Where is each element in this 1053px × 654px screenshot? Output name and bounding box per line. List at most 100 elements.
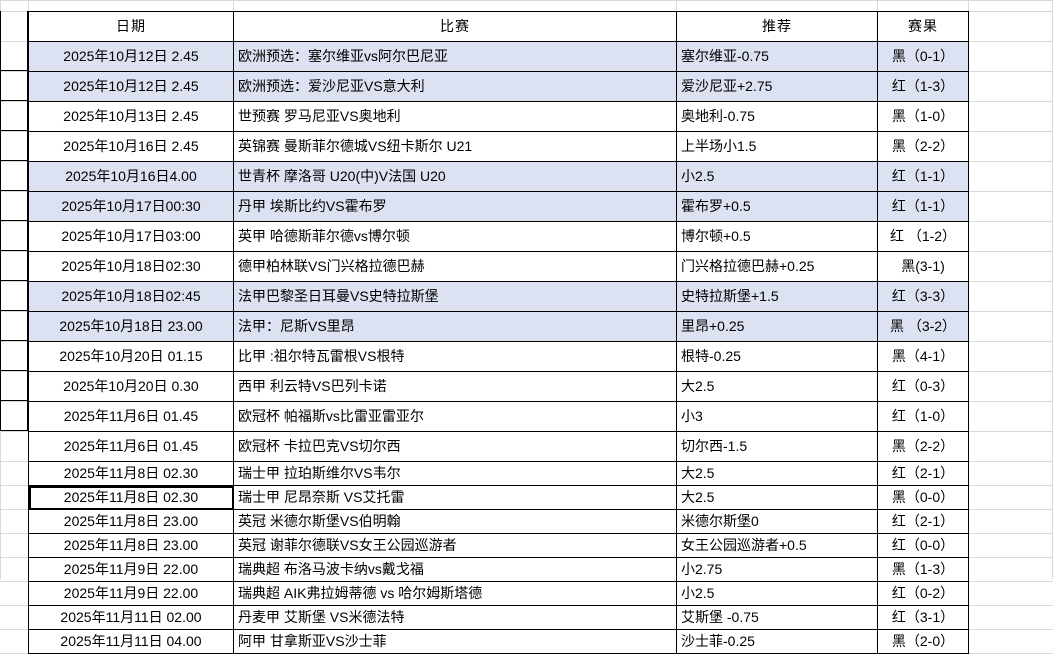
table-row[interactable]: 2025年10月20日 0.30 西甲 利云特VS巴列卡诺 大2.5 红（0-3） — [28, 371, 969, 402]
column-header-result[interactable]: 赛果 — [877, 11, 969, 42]
cell-match[interactable]: 阿甲 甘拿斯亚VS沙士菲 — [233, 629, 677, 654]
table-row[interactable]: 2025年11月9日 22.00 瑞典超 AIK弗拉姆蒂德 vs 哈尔姆斯塔德 小2… — [28, 581, 969, 606]
table-row[interactable]: 2025年10月17日03:00 英甲 哈德斯菲尔德vs博尔顿 博尔顿+0.5 红 （… — [28, 221, 969, 252]
gutter-cell[interactable] — [0, 371, 28, 401]
cell-match[interactable]: 丹麦甲 艾斯堡 VS米德法特 — [233, 605, 677, 630]
gutter-cell[interactable] — [0, 341, 28, 371]
cell-tip[interactable]: 艾斯堡 -0.75 — [676, 605, 878, 630]
table-row[interactable]: 2025年11月11日 04.00 阿甲 甘拿斯亚VS沙士菲 沙士菲-0.25 黑（2… — [28, 629, 969, 654]
cell-tip[interactable]: 小2.5 — [676, 581, 878, 606]
cell-result[interactable]: 黑（2-2） — [877, 431, 969, 462]
cell-tip[interactable]: 大2.5 — [676, 461, 878, 486]
cell-date[interactable]: 2025年10月20日 01.15 — [28, 341, 234, 372]
cell-date[interactable]: 2025年11月9日 22.00 — [28, 581, 234, 606]
cell-tip[interactable]: 沙士菲-0.25 — [676, 629, 878, 654]
table-row[interactable]: 2025年10月16日 2.45 英锦赛 曼斯菲尔德城VS纽卡斯尔 U21 上半场小… — [28, 131, 969, 162]
cell-result[interactable]: 红（1-3） — [877, 71, 969, 102]
table-row[interactable]: 2025年11月8日 23.00 英冠 谢菲尔德联VS女王公园巡游者 女王公园巡游… — [28, 533, 969, 558]
cell-match[interactable]: 瑞典超 AIK弗拉姆蒂德 vs 哈尔姆斯塔德 — [233, 581, 677, 606]
table-row[interactable]: 2025年10月18日02:45 法甲巴黎圣日耳曼VS史特拉斯堡 史特拉斯堡+1.5… — [28, 281, 969, 312]
cell-date[interactable]: 2025年11月6日 01.45 — [28, 431, 234, 462]
table-row[interactable]: 2025年10月18日02:30 德甲柏林联VS门兴格拉德巴赫 门兴格拉德巴赫+0.… — [28, 251, 969, 282]
cell-tip[interactable]: 女王公园巡游者+0.5 — [676, 533, 878, 558]
cell-match[interactable]: 英甲 哈德斯菲尔德vs博尔顿 — [233, 221, 677, 252]
cell-tip[interactable]: 大2.5 — [676, 371, 878, 402]
column-header-date[interactable]: 日期 — [28, 11, 234, 42]
cell-date[interactable]: 2025年11月8日 02.30 — [28, 461, 234, 486]
gutter-cell[interactable] — [0, 101, 28, 131]
table-row[interactable]: 2025年11月6日 01.45 欧冠杯 帕福斯vs比雷亚雷亚尔 小3 红（1-0） — [28, 401, 969, 432]
cell-result[interactable]: 红（0-3） — [877, 371, 969, 402]
gutter-cell[interactable] — [0, 191, 28, 221]
cell-tip[interactable]: 切尔西-1.5 — [676, 431, 878, 462]
cell-date[interactable]: 2025年11月9日 22.00 — [28, 557, 234, 582]
cell-match[interactable]: 比甲 :祖尔特瓦雷根VS根特 — [233, 341, 677, 372]
cell-date[interactable]: 2025年10月17日03:00 — [28, 221, 234, 252]
cell-match[interactable]: 瑞典超 布洛马波卡纳vs戴戈福 — [233, 557, 677, 582]
cell-date[interactable]: 2025年10月12日 2.45 — [28, 71, 234, 102]
cell-tip[interactable]: 上半场小1.5 — [676, 131, 878, 162]
cell-match[interactable]: 法甲：尼斯VS里昂 — [233, 311, 677, 342]
gutter-cell[interactable] — [0, 161, 28, 191]
cell-match[interactable]: 德甲柏林联VS门兴格拉德巴赫 — [233, 251, 677, 282]
cell-tip[interactable]: 门兴格拉德巴赫+0.25 — [676, 251, 878, 282]
cell-tip[interactable]: 米德尔斯堡0 — [676, 509, 878, 534]
cell-match[interactable]: 欧冠杯 卡拉巴克VS切尔西 — [233, 431, 677, 462]
cell-match[interactable]: 瑞士甲 尼昂奈斯 VS艾托雷 — [233, 485, 677, 510]
cell-result[interactable]: 红 （1-2） — [877, 221, 969, 252]
cell-match[interactable]: 英冠 米德尔斯堡VS伯明翰 — [233, 509, 677, 534]
gutter-cell[interactable] — [0, 281, 28, 311]
cell-tip[interactable]: 大2.5 — [676, 485, 878, 510]
cell-tip[interactable]: 小2.5 — [676, 161, 878, 192]
cell-tip[interactable]: 小3 — [676, 401, 878, 432]
cell-match[interactable]: 瑞士甲 拉珀斯维尔VS韦尔 — [233, 461, 677, 486]
cell-match[interactable]: 世青杯 摩洛哥 U20(中)V法国 U20 — [233, 161, 677, 192]
cell-tip[interactable]: 史特拉斯堡+1.5 — [676, 281, 878, 312]
cell-result[interactable]: 红（2-1） — [877, 509, 969, 534]
cell-result[interactable]: 红（1-1） — [877, 191, 969, 222]
cell-date[interactable]: 2025年10月18日 23.00 — [28, 311, 234, 342]
cell-result[interactable]: 红（3-1） — [877, 605, 969, 630]
cell-date[interactable]: 2025年10月12日 2.45 — [28, 41, 234, 72]
cell-result[interactable]: 黑（0-1） — [877, 41, 969, 72]
cell-date[interactable]: 2025年11月8日 23.00 — [28, 533, 234, 558]
table-row[interactable]: 2025年11月8日 23.00 英冠 米德尔斯堡VS伯明翰 米德尔斯堡0 红（2-1… — [28, 509, 969, 534]
table-row[interactable]: 2025年10月12日 2.45 欧洲预选：塞尔维亚vs阿尔巴尼亚 塞尔维亚-0.7… — [28, 41, 969, 72]
cell-result[interactable]: 黑（1-3） — [877, 557, 969, 582]
gutter-cell[interactable] — [0, 401, 28, 431]
table-row[interactable]: 2025年10月12日 2.45 欧洲预选：爱沙尼亚VS意大利 爱沙尼亚+2.75 红… — [28, 71, 969, 102]
cell-match[interactable]: 西甲 利云特VS巴列卡诺 — [233, 371, 677, 402]
gutter-cell[interactable] — [0, 311, 28, 341]
gutter-cell[interactable] — [0, 221, 28, 251]
table-row[interactable]: 2025年10月18日 23.00 法甲：尼斯VS里昂 里昂+0.25 黑 （3-2） — [28, 311, 969, 342]
cell-match[interactable]: 欧洲预选：塞尔维亚vs阿尔巴尼亚 — [233, 41, 677, 72]
gutter-cell[interactable] — [0, 71, 28, 101]
cell-match[interactable]: 欧冠杯 帕福斯vs比雷亚雷亚尔 — [233, 401, 677, 432]
table-row[interactable]: 2025年11月8日 02.30 瑞士甲 拉珀斯维尔VS韦尔 大2.5 红（2-1） — [28, 461, 969, 486]
cell-date[interactable]: 2025年11月6日 01.45 — [28, 401, 234, 432]
cell-tip[interactable]: 爱沙尼亚+2.75 — [676, 71, 878, 102]
cell-result[interactable]: 黑（2-2） — [877, 131, 969, 162]
cell-tip[interactable]: 博尔顿+0.5 — [676, 221, 878, 252]
cell-result[interactable]: 红（1-0） — [877, 401, 969, 432]
cell-match[interactable]: 英冠 谢菲尔德联VS女王公园巡游者 — [233, 533, 677, 558]
cell-result[interactable]: 黑（1-0） — [877, 101, 969, 132]
table-row[interactable]: 2025年11月11日 02.00 丹麦甲 艾斯堡 VS米德法特 艾斯堡 -0.7… — [28, 605, 969, 630]
cell-result[interactable]: 红（3-3） — [877, 281, 969, 312]
cell-tip[interactable]: 根特-0.25 — [676, 341, 878, 372]
cell-date[interactable]: 2025年10月13日 2.45 — [28, 101, 234, 132]
cell-date[interactable]: 2025年10月17日00:30 — [28, 191, 234, 222]
cell-date[interactable]: 2025年11月8日 23.00 — [28, 509, 234, 534]
table-row[interactable]: 2025年11月8日 02.30 瑞士甲 尼昂奈斯 VS艾托雷 大2.5 黑（0-0… — [28, 485, 969, 510]
cell-date[interactable]: 2025年11月8日 02.30 — [28, 485, 234, 510]
cell-result[interactable]: 黑（0-0） — [877, 485, 969, 510]
cell-tip[interactable]: 奥地利-0.75 — [676, 101, 878, 132]
gutter-cell[interactable] — [0, 131, 28, 161]
cell-match[interactable]: 丹甲 埃斯比约VS霍布罗 — [233, 191, 677, 222]
cell-result[interactable]: 黑(3-1) — [877, 251, 969, 282]
cell-result[interactable]: 黑（2-0） — [877, 629, 969, 654]
cell-match[interactable]: 欧洲预选：爱沙尼亚VS意大利 — [233, 71, 677, 102]
table-row[interactable]: 2025年10月13日 2.45 世预赛 罗马尼亚VS奥地利 奥地利-0.75 黑（1… — [28, 101, 969, 132]
gutter-cell[interactable] — [0, 251, 28, 281]
cell-date[interactable]: 2025年10月16日 2.45 — [28, 131, 234, 162]
